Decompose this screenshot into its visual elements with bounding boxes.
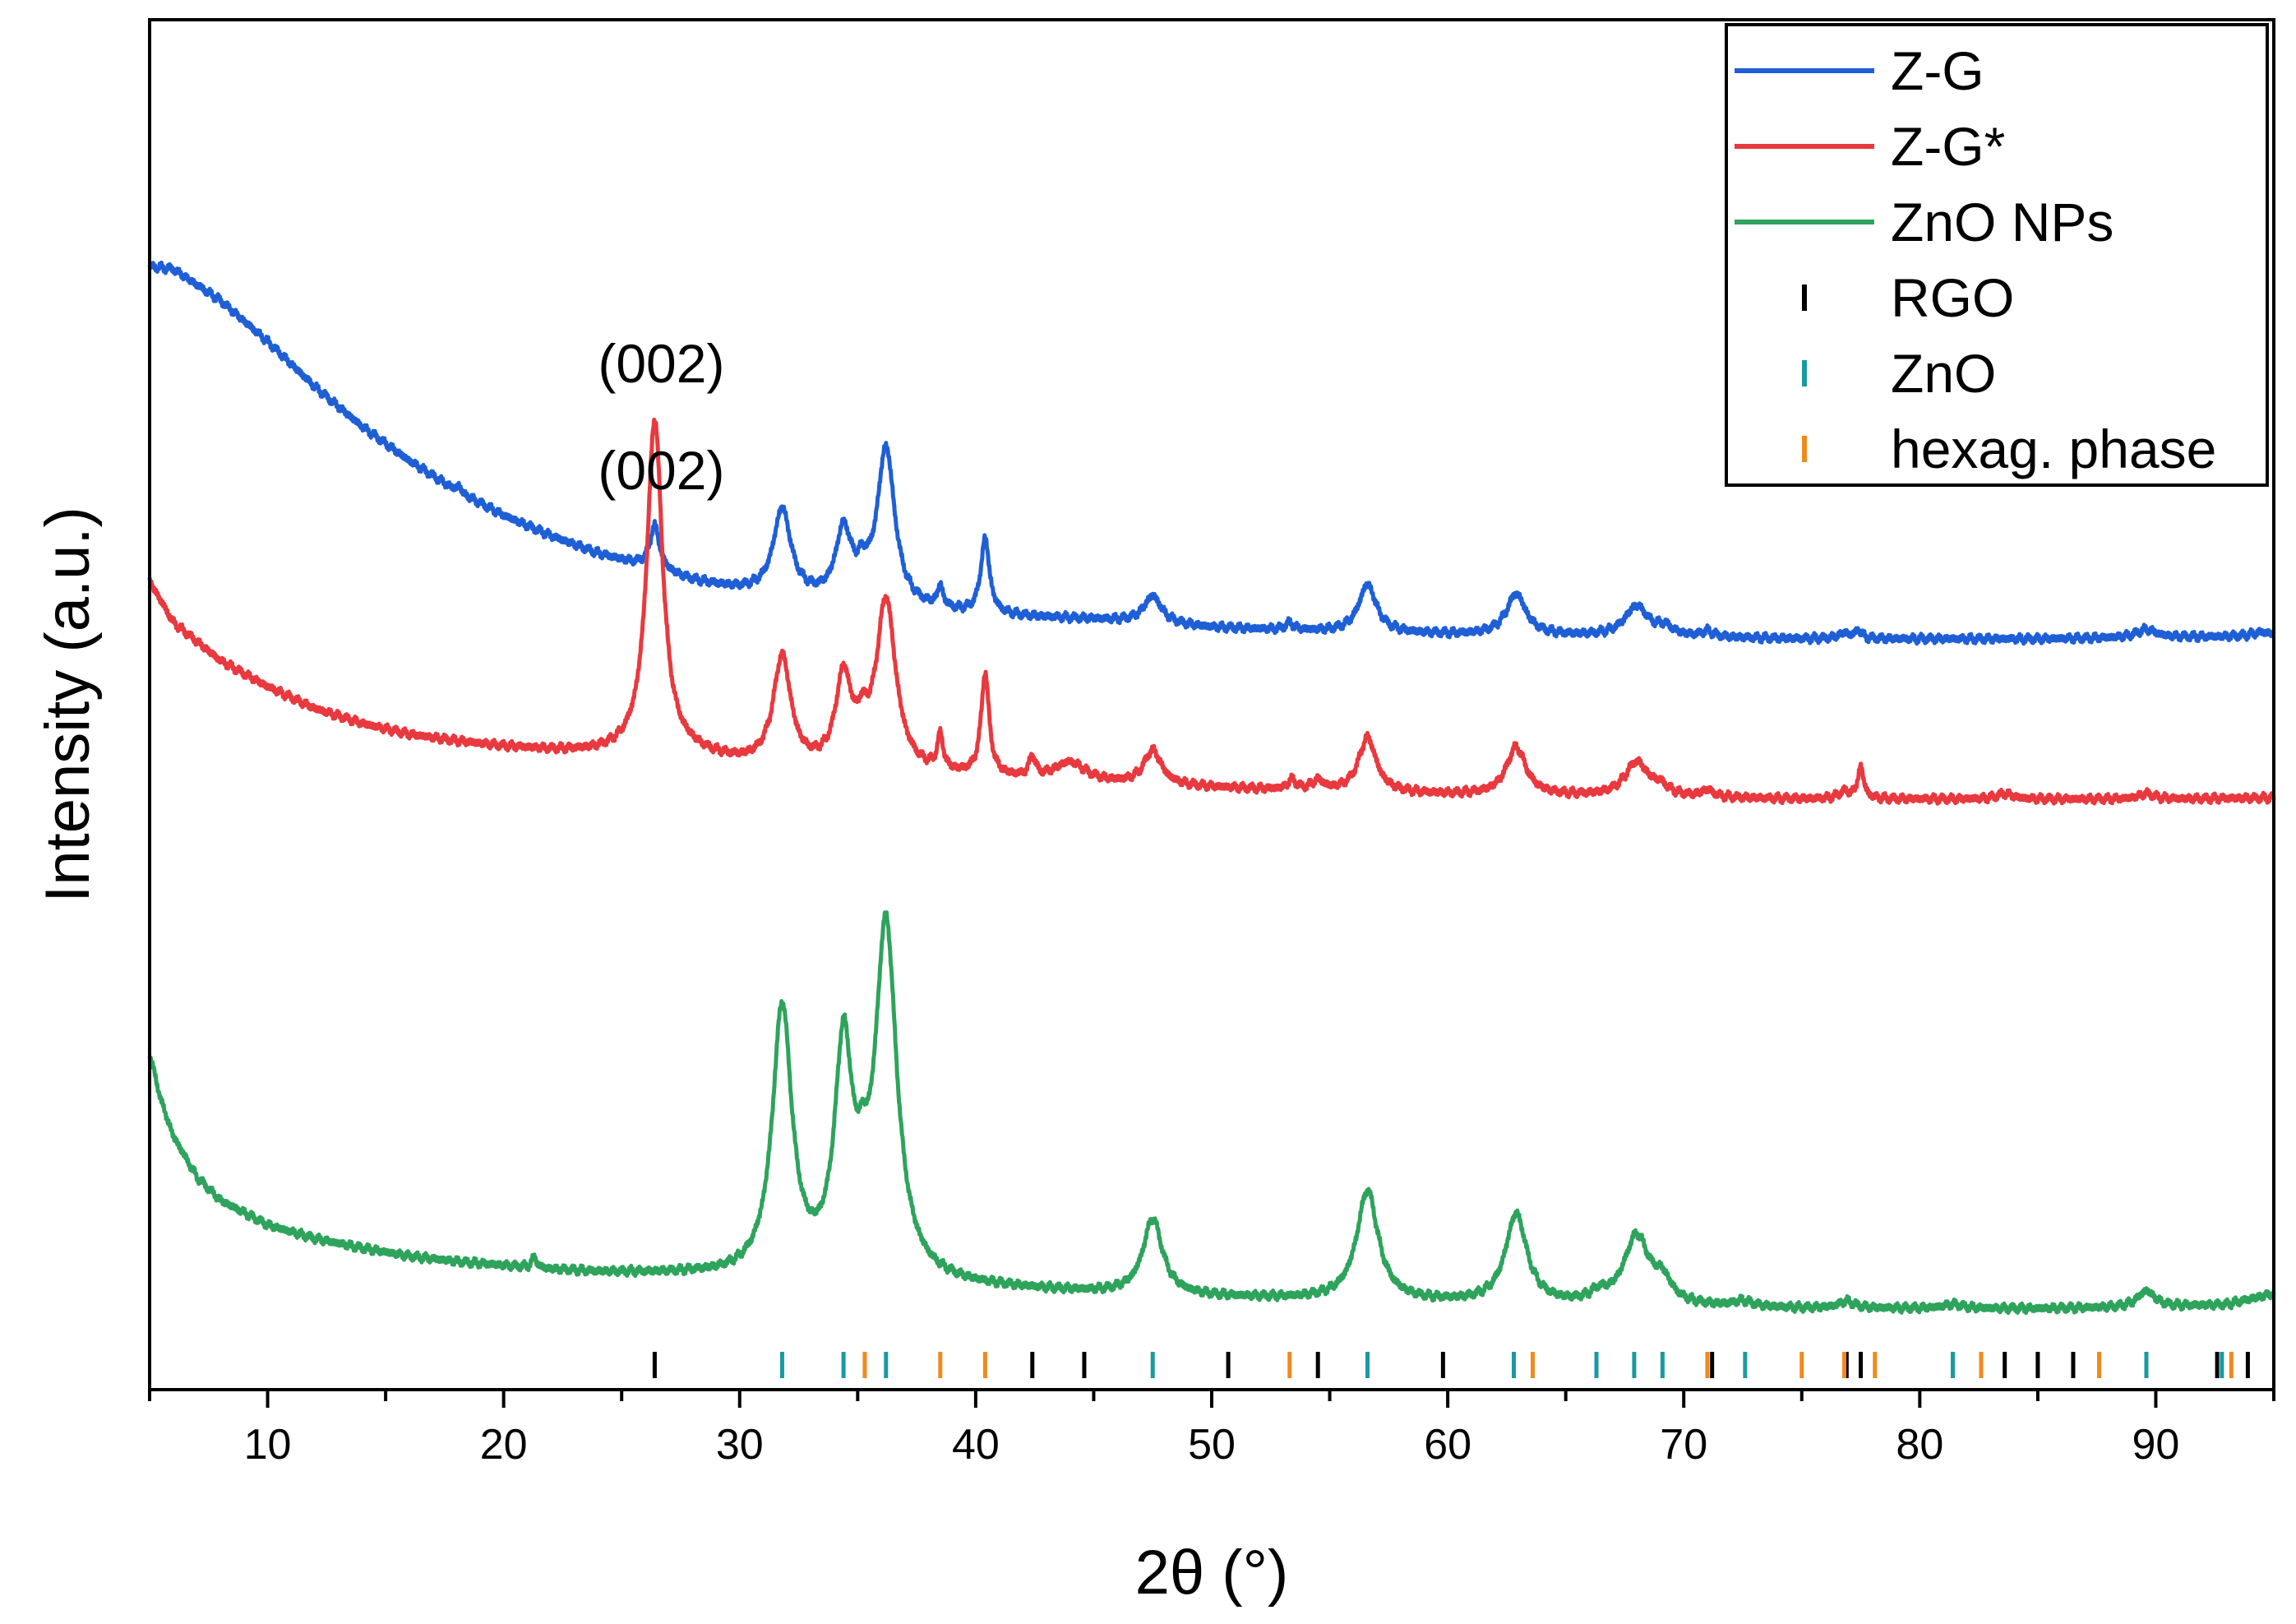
reference-markers-layer: [652, 1352, 2250, 1378]
series-line-z-g: [147, 260, 2276, 646]
x-tick-label: 90: [2132, 1421, 2180, 1469]
legend-label-z-g: Z-G: [1891, 40, 1984, 101]
y-axis-title: Intensity (a.u.): [33, 507, 103, 903]
x-axis-title: 2θ (°): [1135, 1538, 1289, 1608]
legend-label-hexag-phase: hexag. phase: [1891, 419, 2216, 479]
x-tick-label: 50: [1188, 1421, 1236, 1469]
x-tick-label: 20: [480, 1421, 528, 1469]
series-line-zno-nps: [147, 910, 2276, 1316]
legend-label-zno: ZnO: [1891, 343, 1996, 404]
series-layer: [147, 260, 2276, 1316]
legend-label-z-g: Z-G*: [1891, 116, 2005, 177]
x-tick-label: 30: [716, 1421, 764, 1469]
series-line-z-g: [147, 417, 2276, 806]
x-ticks: 10 20 30 40 50 60 70 80 90: [148, 1390, 2275, 1469]
legend-label-rgo: RGO: [1891, 267, 2014, 328]
peak-annotation: (002): [598, 333, 724, 394]
x-tick-label: 40: [952, 1421, 1000, 1469]
x-tick-label: 10: [244, 1421, 292, 1469]
legend-label-zno-nps: ZnO NPs: [1891, 192, 2114, 252]
legend: Z-G Z-G* ZnO NPs RGO ZnO hexag. phase: [1725, 23, 2269, 487]
annotations-layer: (002) (002): [598, 333, 724, 501]
x-tick-label: 80: [1896, 1421, 1943, 1469]
peak-annotation: (002): [598, 440, 724, 501]
x-tick-label: 60: [1424, 1421, 1471, 1469]
legend-box: [1725, 23, 2269, 487]
x-tick-label: 70: [1660, 1421, 1707, 1469]
